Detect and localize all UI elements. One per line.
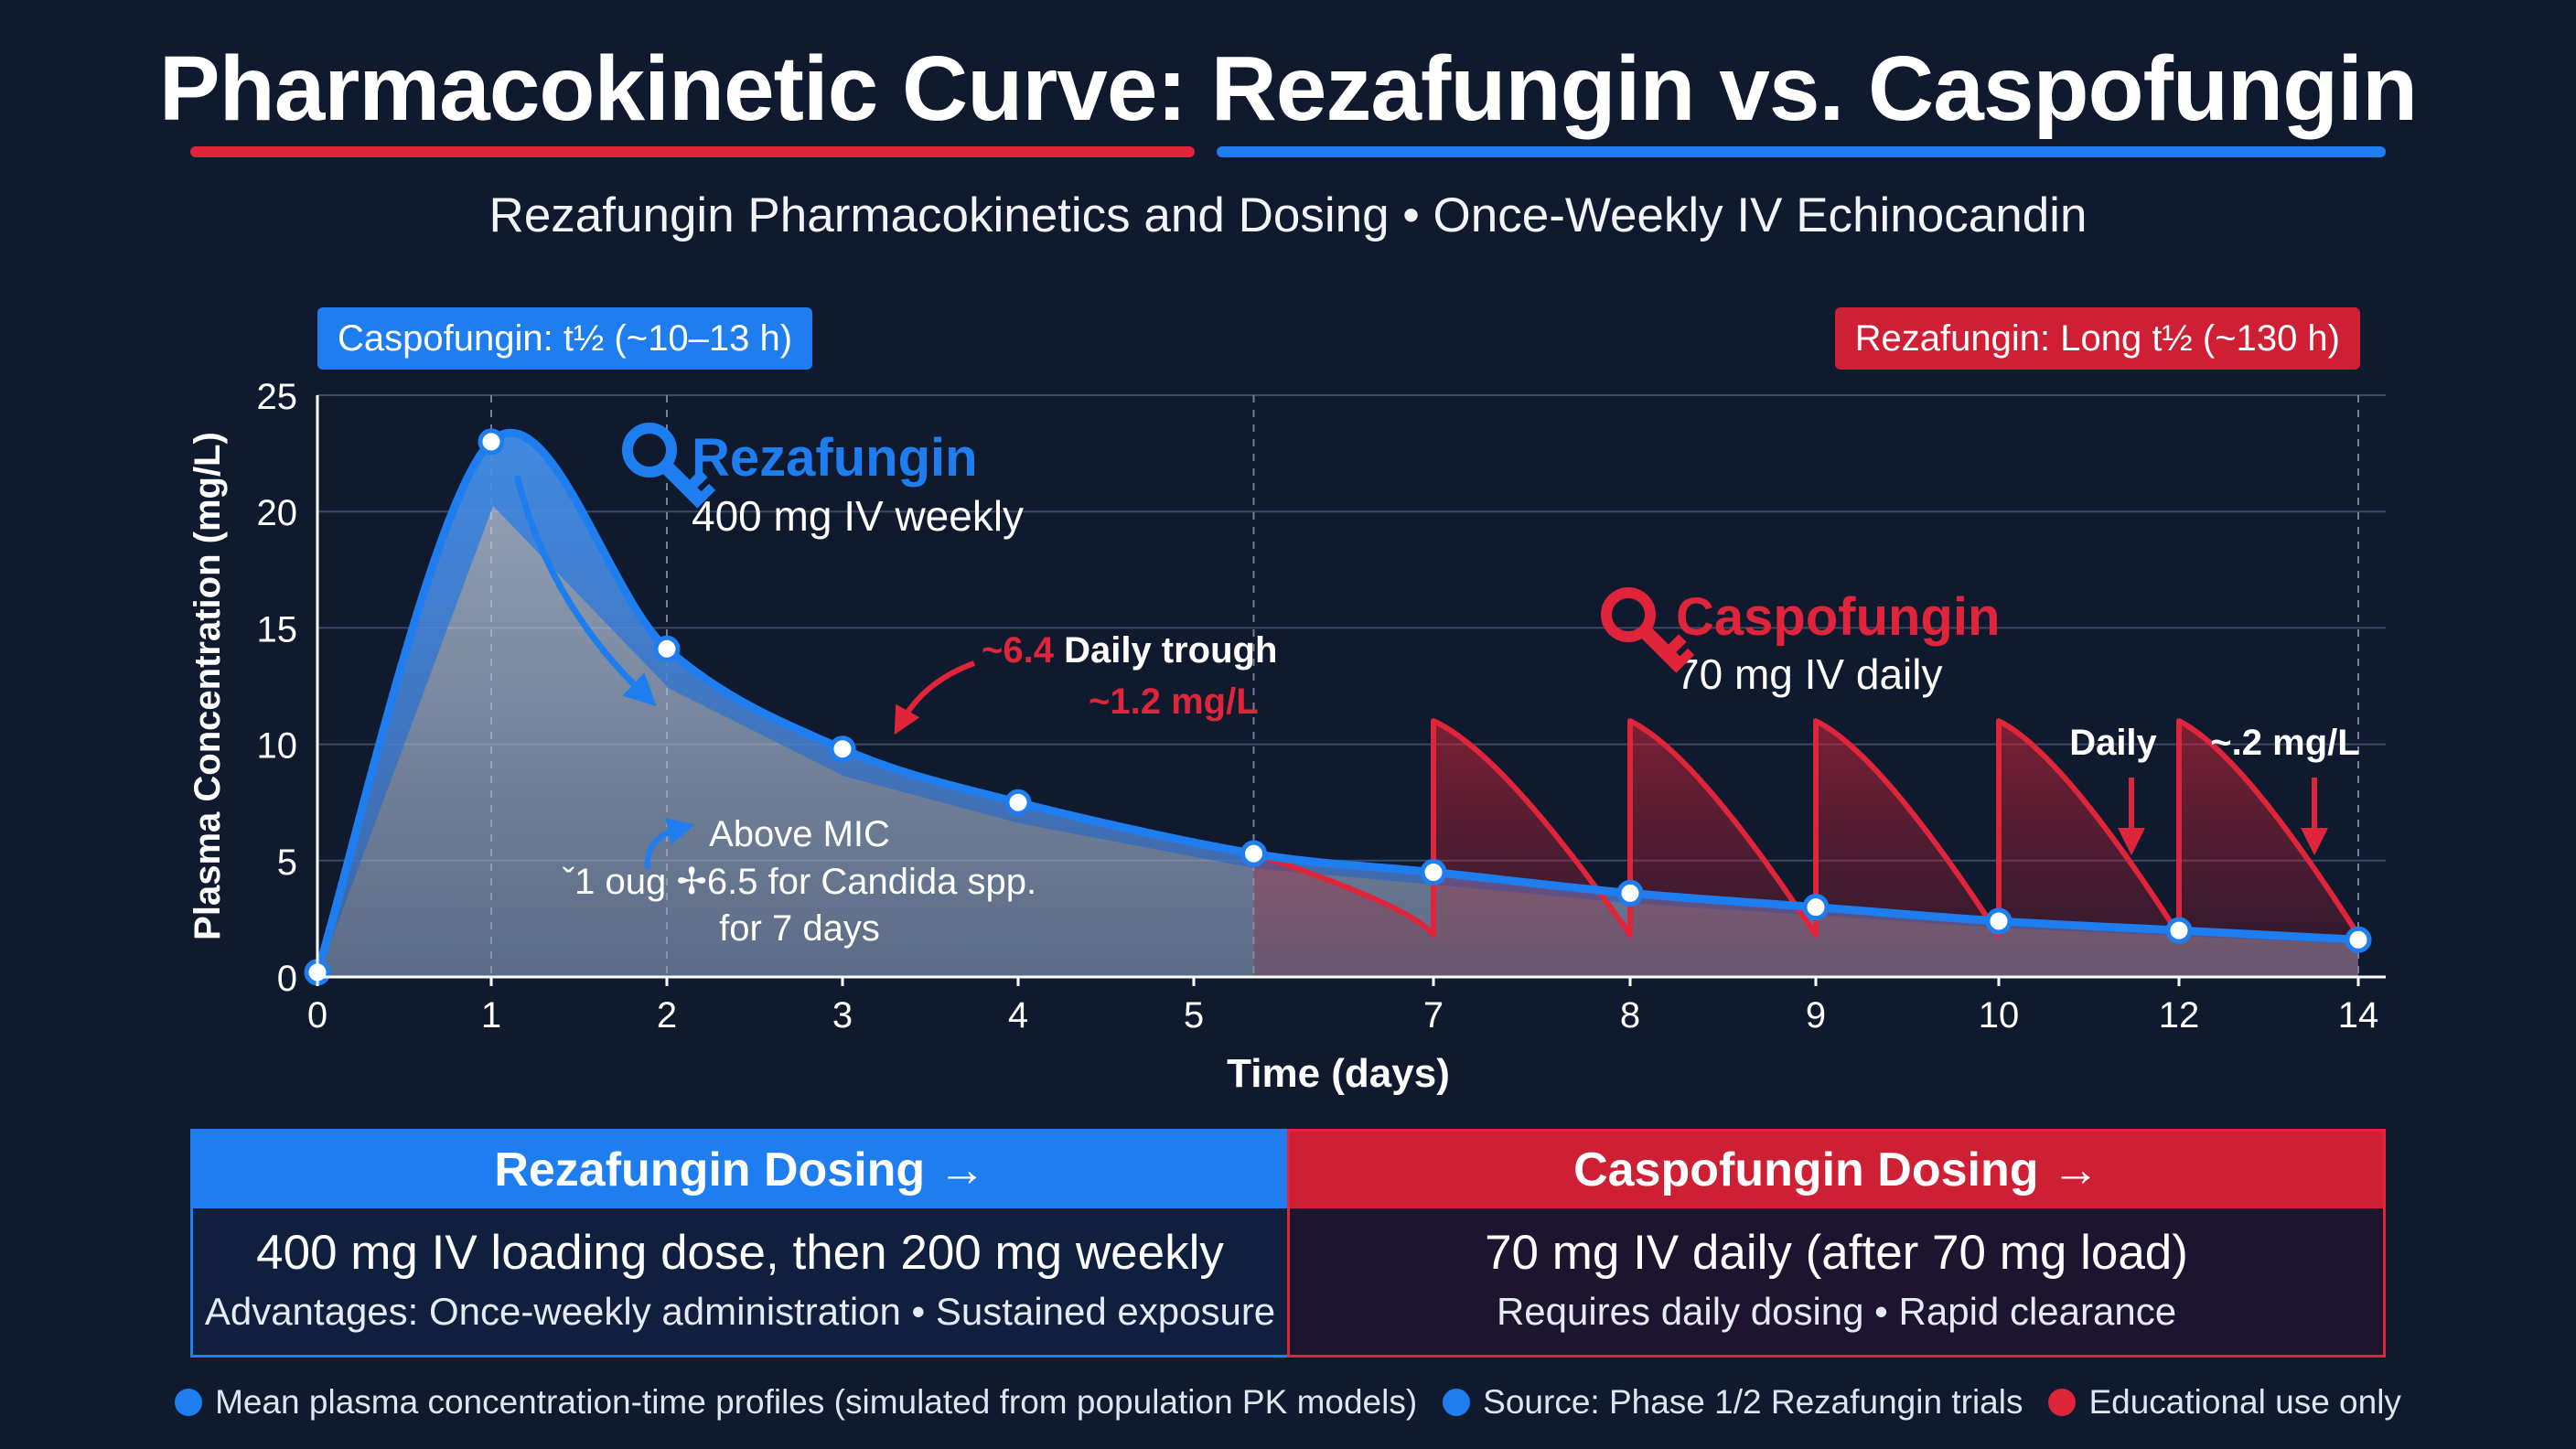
- trough-value: ~6.4: [982, 630, 1064, 671]
- caspofungin-dosing-panel: Caspofungin Dosing → 70 mg IV daily (aft…: [1287, 1129, 2386, 1358]
- x-axis-label: Time (days): [1227, 1051, 1450, 1096]
- x-tick-label: 8: [1620, 995, 1640, 1036]
- caspofungin-area: [1253, 721, 2358, 977]
- rezafungin-point: [478, 428, 505, 456]
- x-tick-label: 3: [832, 995, 853, 1036]
- x-tick-label: 0: [307, 995, 327, 1036]
- rezafungin-halflife-badge: Rezafungin: Long t½ (~130 h): [1834, 307, 2360, 370]
- footer-text-profiles: Mean plasma concentration-time profiles …: [215, 1383, 1418, 1421]
- key-icon: [622, 423, 716, 509]
- y-tick-label: 0: [277, 959, 297, 999]
- blue-dot-icon: [175, 1389, 203, 1416]
- caspofungin-label: Caspofungin: [1676, 587, 2000, 647]
- rezafungin-point: [1616, 879, 1644, 907]
- y-tick-label: 15: [257, 609, 298, 649]
- caspofungin-dosing-main: 70 mg IV daily (after 70 mg load): [1485, 1226, 2188, 1280]
- daily-label: Daily: [2069, 723, 2157, 763]
- y-tick-label: 20: [257, 493, 298, 533]
- caspofungin-dose-label: 70 mg IV daily: [1676, 650, 1942, 698]
- mic-line-2: ˇ1 oug ✢6.5 for Candida spp.: [563, 862, 1036, 902]
- x-tick-label: 10: [1979, 995, 2020, 1036]
- key-icon: [1601, 587, 1695, 673]
- mic-arrow: [644, 818, 695, 870]
- rezafungin-dosing-panel: Rezafungin Dosing → 400 mg IV loading do…: [190, 1129, 1290, 1358]
- y-tick-label: 25: [257, 377, 298, 417]
- chart-points: [304, 428, 2372, 986]
- decline-arrow: [513, 475, 657, 707]
- footer-text-source: Source: Phase 1/2 Rezafungin trials: [1483, 1383, 2023, 1421]
- footer-item-educational: Educational use only: [2048, 1383, 2401, 1422]
- x-tick-label: 9: [1806, 995, 1826, 1036]
- red-dot-icon: [2048, 1389, 2077, 1416]
- trough-text: Daily trough: [1064, 630, 1277, 671]
- title-underline-blue: [1217, 146, 2386, 157]
- rezafungin-point: [1802, 894, 1830, 921]
- rezafungin-dosing-heading: Rezafungin Dosing →: [193, 1132, 1287, 1208]
- title-underline-red: [190, 146, 1195, 157]
- rezafungin-point: [2345, 926, 2372, 953]
- rezafungin-point: [829, 735, 856, 763]
- x-tick-label: 2: [657, 995, 677, 1036]
- x-tick-label: 14: [2338, 995, 2379, 1036]
- page-subtitle: Rezafungin Pharmacokinetics and Dosing •…: [488, 188, 2088, 242]
- daily-value-label: ~.2 mg/L: [2210, 723, 2359, 763]
- x-tick-label: 7: [1423, 995, 1444, 1036]
- footer-item-profiles: Mean plasma concentration-time profiles …: [175, 1383, 1417, 1422]
- y-axis-label: Plasma Concentration (mg/L): [188, 432, 228, 940]
- blue-dot-icon: [1443, 1389, 1471, 1416]
- rezafungin-dosing-main: 400 mg IV loading dose, then 200 mg week…: [256, 1226, 1224, 1280]
- rezafungin-area: [317, 433, 2358, 977]
- rezafungin-point: [1420, 859, 1447, 886]
- y-tick-label: 5: [277, 843, 297, 883]
- key-shaft: [658, 458, 708, 509]
- caspofungin-dosing-heading: Caspofungin Dosing →: [1290, 1132, 2383, 1208]
- rezafungin-point: [1004, 789, 1032, 816]
- key-shaft: [1637, 623, 1687, 673]
- key-tooth: [1667, 634, 1687, 654]
- key-tooth: [688, 469, 708, 489]
- key-tooth: [1679, 648, 1695, 664]
- footer-text-educational: Educational use only: [2088, 1383, 2401, 1421]
- x-tick-label: 12: [2159, 995, 2200, 1036]
- trough-label: ~6.4 Daily trough: [982, 630, 1277, 671]
- rezafungin-point: [1240, 840, 1267, 867]
- rezafungin-label: Rezafungin: [692, 428, 978, 488]
- rezafungin-point: [653, 635, 681, 662]
- x-tick-label: 1: [481, 995, 501, 1036]
- trough-value-2: ~1.2 mg/L: [1089, 682, 1259, 722]
- caspofungin-dosing-sub: Requires daily dosing • Rapid clearance: [1496, 1290, 2177, 1333]
- footer-item-source: Source: Phase 1/2 Rezafungin trials: [1443, 1383, 2023, 1422]
- x-tick-label: 4: [1008, 995, 1028, 1036]
- y-tick-label: 10: [257, 726, 298, 767]
- key-tooth: [700, 483, 716, 499]
- page-title: Pharmacokinetic Curve: Rezafungin vs. Ca…: [158, 38, 2418, 140]
- footer-legend: Mean plasma concentration-time profiles …: [0, 1383, 2576, 1422]
- rezafungin-dosing-sub: Advantages: Once-weekly administration •…: [204, 1290, 1276, 1333]
- rezafungin-dose-label: 400 mg IV weekly: [692, 492, 1024, 540]
- trough-arrow: [894, 660, 976, 735]
- mic-line-3: for 7 days: [719, 908, 880, 949]
- mic-line-1: Above MIC: [709, 814, 890, 854]
- caspofungin-halflife-badge: Caspofungin: t½ (~10–13 h): [317, 307, 813, 370]
- rezafungin-point: [2165, 917, 2193, 944]
- rezafungin-point: [1985, 907, 2012, 935]
- x-tick-label: 5: [1184, 995, 1204, 1036]
